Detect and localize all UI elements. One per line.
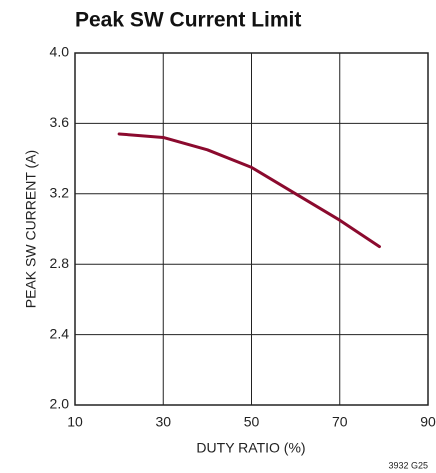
y-tick-label: 2.8 xyxy=(50,255,70,271)
x-tick-label: 70 xyxy=(332,414,348,430)
x-tick-label: 30 xyxy=(155,414,171,430)
y-tick-label: 4.0 xyxy=(50,44,70,60)
x-axis-label: DUTY RATIO (%) xyxy=(196,440,305,456)
x-tick-label: 10 xyxy=(67,414,83,430)
plot-frame xyxy=(74,52,429,406)
figure-code: 3932 G25 xyxy=(388,460,428,470)
y-tick-label: 3.2 xyxy=(50,185,70,201)
chart-title: Peak SW Current Limit xyxy=(75,9,301,32)
y-tick-label: 3.6 xyxy=(50,114,70,130)
data-line xyxy=(117,132,381,249)
y-tick-label: 2.0 xyxy=(50,396,70,412)
y-tick-label: 2.4 xyxy=(50,325,70,341)
x-tick-label: 50 xyxy=(244,414,260,430)
y-axis-label: PEAK SW CURRENT (A) xyxy=(23,150,39,308)
x-tick-label: 90 xyxy=(420,414,436,430)
